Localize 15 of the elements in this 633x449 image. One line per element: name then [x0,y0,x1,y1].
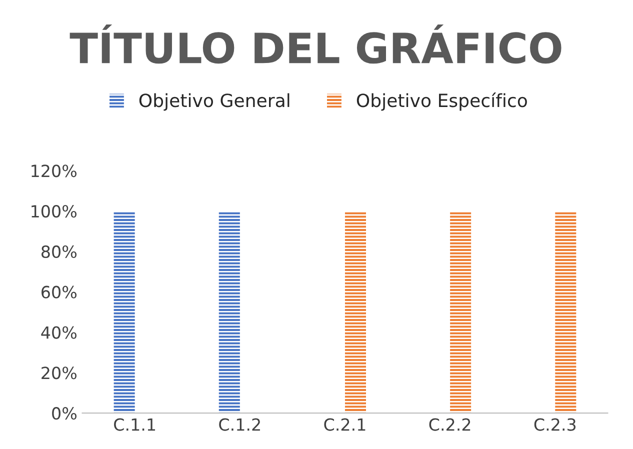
y-tick-label: 60% [42,286,77,298]
legend-label: Objetivo Específico [356,92,527,111]
y-tick-label: 0% [52,407,77,420]
y-tick-label: 100% [32,204,77,218]
chart-title: TÍTULO DEL GRÁFICO [70,24,562,64]
y-tick-label: 120% [32,164,77,178]
legend-label: Objetivo General [139,93,290,111]
y-tick-label: 20% [42,366,77,380]
y-tick-label: 80% [42,245,77,258]
x-tick-label: C.2.2 [429,418,470,431]
x-tick-label: C.1.1 [114,418,156,431]
x-tick-label: C.2.3 [534,418,576,431]
x-tick-label: C.1.2 [219,418,260,431]
x-tick-label: C.2.1 [324,418,366,431]
y-tick-label: 40% [41,326,77,339]
